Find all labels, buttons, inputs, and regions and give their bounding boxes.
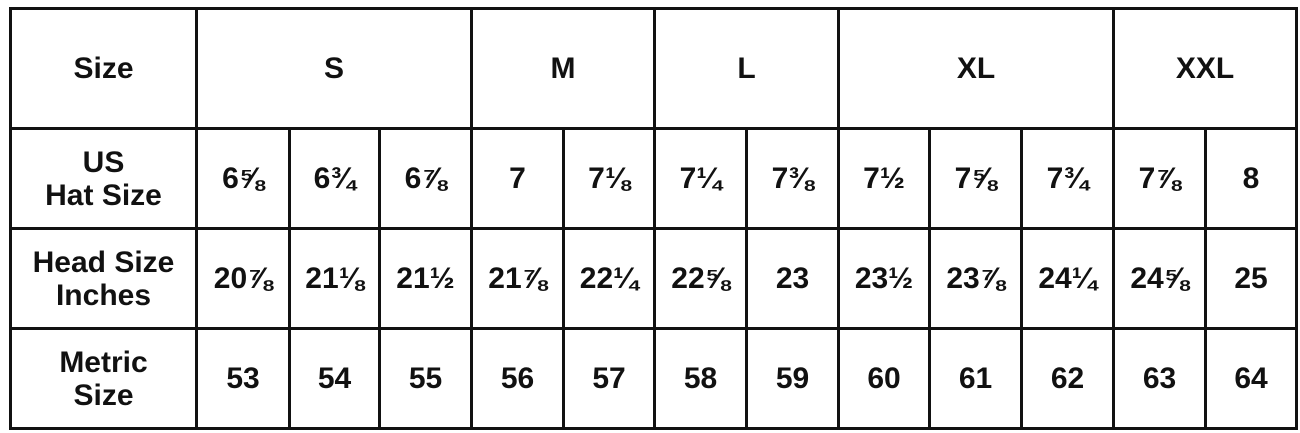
header-cell: S (195, 7, 473, 130)
size-cell: 24¼ (1020, 227, 1116, 330)
size-cell: 7⅝ (928, 127, 1024, 230)
header-cell: XXL (1112, 7, 1299, 130)
row-label-line: Size (73, 378, 134, 412)
row-label-line: US (82, 145, 125, 179)
size-cell: 57 (562, 327, 656, 430)
size-cell: 54 (288, 327, 381, 430)
size-cell: 53 (195, 327, 291, 430)
size-cell: 7½ (837, 127, 932, 230)
header-cell: XL (837, 7, 1116, 130)
row-label-line: Head Size (32, 245, 175, 279)
size-cell: 6⅝ (195, 127, 291, 230)
size-cell: 23⅞ (928, 227, 1024, 330)
size-cell: 56 (470, 327, 565, 430)
size-cell: 21½ (378, 227, 473, 330)
size-cell: 7¼ (653, 127, 748, 230)
size-cell: 63 (1112, 327, 1208, 430)
data-row: Metric Size 53 54 55 56 57 58 59 60 61 62 63 64 (9, 327, 1299, 430)
size-cell: 60 (837, 327, 932, 430)
size-cell: 23½ (837, 227, 932, 330)
header-cell: Size (9, 7, 198, 130)
row-label-line: Hat Size (45, 178, 162, 212)
size-cell: 64 (1204, 327, 1299, 430)
size-cell: 22¼ (562, 227, 656, 330)
size-cell: 22⅝ (653, 227, 748, 330)
size-cell: 23 (744, 227, 841, 330)
size-cell: 6¾ (288, 127, 381, 230)
size-cell: 59 (744, 327, 841, 430)
size-cell: 7⅛ (562, 127, 656, 230)
size-cell: 55 (378, 327, 473, 430)
size-cell: 24⅝ (1112, 227, 1208, 330)
size-cell: 7 (470, 127, 565, 230)
size-cell: 20⅞ (195, 227, 291, 330)
header-cell: L (652, 7, 841, 130)
size-cell: 21⅞ (470, 227, 565, 330)
size-cell: 6⅞ (378, 127, 473, 230)
size-cell: 21⅛ (288, 227, 381, 330)
size-cell: 7¾ (1020, 127, 1116, 230)
row-label: US Hat Size (9, 127, 198, 230)
size-cell: 7⅜ (744, 127, 841, 230)
row-label-line: Metric (59, 345, 148, 379)
size-cell: 25 (1204, 227, 1299, 330)
row-label: Metric Size (9, 327, 198, 430)
row-label: Head Size Inches (9, 227, 198, 330)
size-chart-table: Size S M L XL XXL US Hat Size 6⅝ 6¾ 6⅞ 7 7⅛ 7¼ 7… (9, 7, 1299, 430)
size-cell: 62 (1020, 327, 1116, 430)
header-row: Size S M L XL XXL (9, 7, 1299, 130)
size-cell: 8 (1204, 127, 1299, 230)
header-cell: M (470, 7, 656, 130)
size-cell: 7⅞ (1112, 127, 1208, 230)
data-row: US Hat Size 6⅝ 6¾ 6⅞ 7 7⅛ 7¼ 7⅜ 7½ 7⅝ 7¾ 7⅞ 8 (9, 127, 1299, 230)
row-label-line: Inches (55, 278, 152, 312)
size-cell: 58 (653, 327, 748, 430)
data-row: Head Size Inches 20⅞ 21⅛ 21½ 21⅞ 22¼ 22⅝ 23 23½ 23… (9, 227, 1299, 330)
size-cell: 61 (928, 327, 1024, 430)
